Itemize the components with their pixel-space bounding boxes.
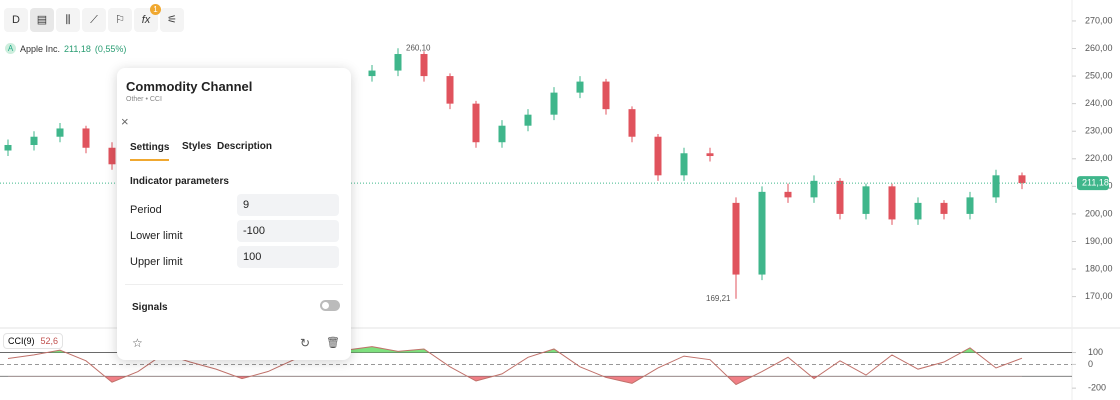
candle-body [82,128,90,148]
indicator-value: 52,6 [40,336,59,346]
candle-body [654,136,662,176]
candle-body [940,202,948,214]
last-price-label: 211,18 [1082,177,1109,187]
tab[interactable]: Settings [130,142,170,161]
tab[interactable]: Description [217,141,273,152]
param-input[interactable]: -100 [237,220,339,242]
param-value: 100 [243,251,262,263]
candle-body [472,103,480,143]
signals-label: Signals [132,302,168,313]
badge: 1 [150,4,161,15]
y-tick-label: 0 [1088,359,1093,369]
section-title: Indicator parameters [130,176,229,187]
candle-body [368,70,376,77]
candle-body [30,136,38,145]
candle-body [550,92,558,115]
interval-button[interactable]: D [4,8,28,32]
delete-button[interactable]: 🗑 [326,337,340,349]
favorite-button[interactable]: ☆ [132,336,143,350]
candle-body [784,191,792,198]
y-tick-label: -200 [1088,383,1106,393]
candle-body [836,180,844,214]
cci-oversold-fill [8,376,1022,385]
y-tick-label: 100 [1088,347,1103,357]
candle-body [394,54,402,71]
candle-body [862,186,870,214]
settings-button[interactable]: ⚟ [160,8,184,32]
candle-body [56,128,64,137]
param-input[interactable]: 100 [237,246,339,268]
symbol-badge: A [5,43,16,54]
y-tick-label: 190,00 [1085,236,1113,246]
candle-body [680,153,688,176]
indicator-name: CCI(9) [8,336,35,346]
signals-toggle[interactable] [320,300,340,311]
symbol-price: 211,18 [64,43,91,54]
tool-button[interactable]: ⟋ [82,8,106,32]
candle-body [758,191,766,275]
reset-button[interactable]: ↻ [300,336,311,350]
candle-body [914,202,922,220]
dialog-title: Commodity Channel [126,79,253,94]
symbol-change: (0,55%) [94,43,127,54]
tool-button[interactable]: ⫼ [56,8,80,32]
price-annotation: 169,21 [706,294,731,303]
candle-body [810,180,818,198]
dialog-subtitle: Other • CCI [126,96,162,103]
y-tick-label: 180,00 [1085,263,1113,273]
param-label: Period [130,204,162,216]
y-tick-label: 200,00 [1085,208,1113,218]
close-button[interactable]: × [121,114,129,129]
y-tick-label: 260,00 [1085,43,1113,53]
candle-body [4,144,12,151]
candle-body [628,109,636,137]
param-value: -100 [243,225,266,237]
candle-body [524,114,532,126]
indicator-dialog: Commodity Channel Other • CCI × Settings… [117,68,351,360]
y-tick-label: 170,00 [1085,291,1113,301]
candle-body [992,175,1000,198]
tool-button[interactable]: ⚐ [108,8,132,32]
symbol-name: Apple Inc. [20,43,61,54]
candle-body [498,125,506,143]
param-label: Lower limit [130,230,183,242]
candle-body [888,186,896,220]
y-tick-label: 240,00 [1085,98,1113,108]
last-price-box [1077,176,1109,191]
candle-body [576,81,584,93]
legend: A Apple Inc. 211,18 (0,55%) [5,43,126,54]
cci-legend: CCI(9) 52,6 [3,333,64,349]
divider [125,284,343,285]
y-tick-label: 220,00 [1085,153,1113,163]
y-tick-label: 270,00 [1085,15,1113,25]
y-tick-label: 230,00 [1085,126,1113,136]
param-value: 9 [243,199,250,211]
y-tick-label: 250,00 [1085,70,1113,80]
price-annotation: 260,10 [406,43,431,52]
candle-body [706,153,714,157]
candle-body [1018,175,1026,184]
param-input[interactable]: 9 [237,194,339,216]
tab[interactable]: Styles [182,141,212,152]
tool-button[interactable]: ▤ [30,8,54,32]
candle-body [446,76,454,104]
candle-body [602,81,610,110]
candle-body [420,54,428,77]
param-label: Upper limit [130,256,183,268]
candle-body [966,197,974,214]
candle-body [108,147,116,165]
candle-body [732,202,740,275]
